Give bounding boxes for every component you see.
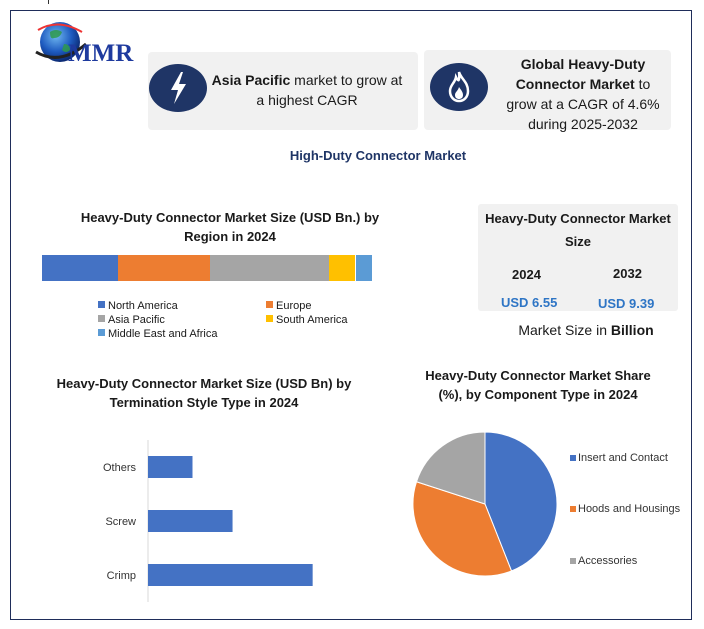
legend-swatch [570,506,576,512]
pie-legend: Insert and Contact Hoods and Housings Acce… [570,452,681,567]
highlight-text-2: Global Heavy-Duty Connector Market to gr… [506,56,660,132]
region-segment-middle-east-and-africa [355,255,372,281]
legend-label: North America [108,300,178,312]
tick-label-screw: Screw [105,516,136,528]
infographic-frame [10,10,692,620]
legend-swatch [98,301,105,308]
legend-swatch [98,329,105,336]
market-size-panel [478,204,678,311]
legend-swatch [266,315,273,322]
pie-slices [412,432,558,577]
market-size-caption: Market Size in Billion [518,322,654,338]
globe-icon [35,22,87,62]
lightning-icon [149,64,207,112]
legend-label: Europe [276,300,312,312]
legend-swatch [570,455,576,461]
year-2032: 2032 [613,266,642,281]
legend-label: South America [276,314,348,326]
legend-swatch [98,315,105,322]
termination-bars: Others Screw Crimp [103,440,313,602]
bar-crimp [148,564,313,586]
region-stacked-bar [42,255,372,281]
bar-screw [148,510,233,532]
region-legend-item: North America [98,300,178,312]
component-pie-chart: Insert and Contact Hoods and Housings Acce… [412,432,681,577]
market-size-title: Heavy-Duty Connector Market Size [485,211,671,249]
legend-label: Middle East and Africa [108,328,218,340]
legend-label-accessories: Accessories [578,555,638,567]
termination-chart-title: Heavy-Duty Connector Market Size (USD Bn… [56,376,352,410]
value-2032: USD 9.39 [598,296,655,311]
region-segment-south-america [329,255,356,281]
highlight-text-1: Asia Pacific market to grow at a highest… [211,72,403,108]
top-tick [48,0,49,4]
logo-text: MMR [68,40,134,67]
region-legend-item: Middle East and Africa [98,328,217,340]
legend-swatch [266,301,273,308]
region-segment-europe [117,255,211,281]
region-legend-item: Europe [266,300,311,312]
flame-icon [430,63,488,111]
legend-label-hoods-and-housings: Hoods and Housings [578,503,681,515]
highlight-card-1: Asia Pacific market to grow at a highest… [148,52,418,130]
slice-hoods-and-housings [412,481,513,577]
value-2024: USD 6.55 [501,295,558,310]
legend-swatch [570,558,576,564]
region-segment-north-america [42,255,118,281]
legend-label: Asia Pacific [108,314,165,326]
termination-bar-chart: Others Screw Crimp [103,440,313,602]
highlight-card-2: Global Heavy-Duty Connector Market to gr… [424,50,671,132]
component-chart-title: Heavy-Duty Connector Market Share (%), b… [425,368,651,402]
logo: MMR [28,16,138,86]
region-legend-item: Asia Pacific [98,314,165,326]
tick-label-crimp: Crimp [107,570,136,582]
page-title: High-Duty Connector Market [289,148,467,163]
slice-insert-and-contact [484,432,558,572]
region-segment-asia-pacific [210,255,330,281]
region-chart-title: Heavy-Duty Connector Market Size (USD Bn… [80,210,380,244]
bar-others [148,456,193,478]
legend-label-insert-and-contact: Insert and Contact [578,452,668,464]
region-legend-item: South America [266,314,348,326]
slice-accessories [415,432,486,505]
tick-label-others: Others [103,462,137,474]
year-2024: 2024 [512,267,541,282]
